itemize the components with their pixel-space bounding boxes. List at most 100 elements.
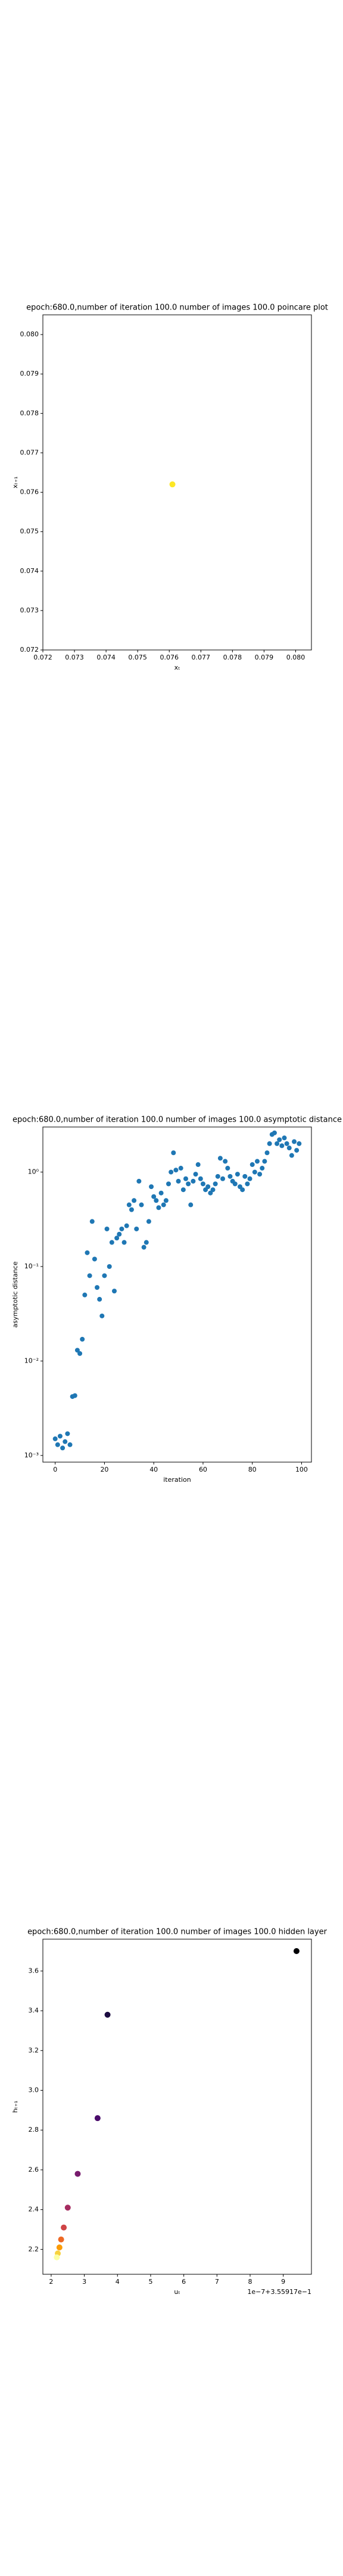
y-tick-label: 0.080 [20,330,39,338]
point [275,1141,280,1146]
point [173,1168,179,1173]
y-tick-label: 0.072 [20,646,39,654]
point [85,1250,90,1255]
point [193,1172,198,1177]
y-tick-label: 0.073 [20,606,39,614]
point [277,1137,282,1143]
y-tick-label: 10⁻² [24,1357,39,1364]
point [272,1130,277,1135]
point [126,1202,132,1208]
point [74,2171,81,2177]
x-tick-label: 0.073 [65,654,84,661]
point [225,1166,230,1171]
point [55,1442,60,1447]
point [247,1176,252,1181]
point [242,1174,248,1179]
point [74,1348,80,1353]
chart-title: epoch:680.0,number of iteration 100.0 nu… [26,304,328,312]
y-tick-label: 0.078 [20,409,39,417]
point [232,1181,238,1187]
point [136,1178,142,1184]
point [284,1141,289,1146]
point [54,2254,60,2261]
point [293,1948,300,1955]
point [245,1181,250,1187]
point [80,1336,85,1342]
x-tick-label: 0.077 [192,654,211,661]
x-tick-label: 0.080 [286,654,305,661]
y-axis-label: hₜ₊₁ [11,2101,19,2113]
point [220,1176,226,1181]
point [208,1190,213,1196]
x-axis-label: iteration [163,1476,191,1484]
point [63,1439,68,1444]
point [262,1159,267,1164]
point [178,1166,183,1171]
y-tick-label: 10⁰ [28,1168,39,1176]
point [297,1141,302,1146]
point [139,1202,144,1208]
x-offset: 1e−7+3.55917e−1 [247,2288,311,2296]
x-tick-label: 0.076 [160,654,179,661]
point [250,1162,255,1168]
point [99,1313,105,1318]
x-tick-label: 5 [148,2278,152,2286]
x-tick-label: 20 [100,1466,108,1473]
x-tick-label: 9 [281,2278,285,2286]
x-axis-label: xₜ [174,664,180,671]
x-tick-label: 60 [199,1466,207,1473]
point [67,1442,73,1447]
x-tick-label: 40 [149,1466,158,1473]
x-tick-label: 0.074 [96,654,116,661]
y-tick-label: 3.0 [29,2086,39,2094]
y-tick-label: 2.6 [29,2166,39,2174]
point [240,1187,245,1193]
point [223,1159,228,1164]
point [64,2205,71,2211]
y-tick-label: 0.074 [20,567,39,575]
point [169,1169,174,1175]
point [97,1296,102,1302]
x-tick-label: 0 [53,1466,57,1473]
point [213,1181,218,1187]
point [111,1289,117,1294]
point [163,1198,169,1203]
point [151,1194,157,1199]
point [124,1223,129,1228]
x-tick-label: 100 [295,1466,308,1473]
point [158,1190,164,1196]
point [87,1273,92,1278]
point [227,1174,233,1179]
point [77,1351,83,1356]
point [156,1205,161,1210]
point [154,1198,159,1203]
point [95,1285,100,1290]
point [117,1231,122,1237]
y-tick-label: 0.077 [20,448,39,456]
chart-title: epoch:680.0,number of iteration 100.0 nu… [27,1928,328,1937]
point [200,1181,205,1187]
y-tick-label: 2.2 [29,2245,39,2253]
point [264,1150,270,1156]
x-tick-label: 6 [182,2278,186,2286]
point [183,1176,188,1181]
point [52,1436,58,1441]
point [188,1202,194,1208]
point [121,1240,127,1245]
point [191,1178,196,1184]
x-axis-label: uₜ [174,2288,180,2296]
y-tick-label: 2.8 [29,2126,39,2134]
y-tick-label: 3.4 [29,2007,39,2014]
point [107,1264,112,1269]
point [57,1433,63,1439]
point [114,1236,120,1241]
point [119,1226,124,1231]
point [254,1159,260,1164]
point [161,1202,166,1208]
x-tick-label: 4 [116,2278,120,2286]
point [252,1169,257,1175]
point [282,1135,287,1141]
point [176,1178,181,1184]
point [195,1162,201,1168]
